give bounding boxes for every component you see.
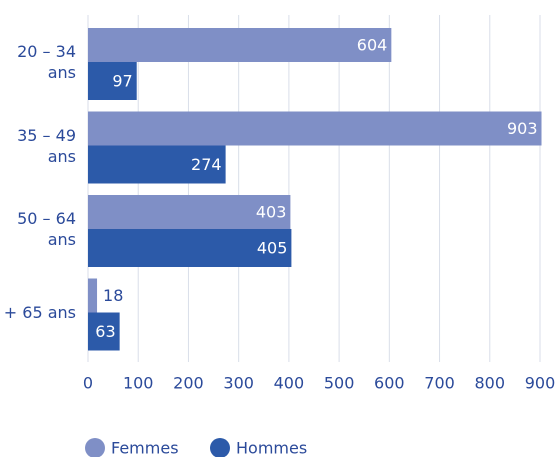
bar [88,28,392,62]
x-tick-label: 500 [324,374,355,393]
x-tick-label: 800 [475,374,506,393]
category-label: + 65 ans [3,303,76,322]
x-tick-label: 200 [173,374,204,393]
category-label: 50 – 64 ans [17,209,76,249]
x-tick-label: 300 [223,374,254,393]
bar [88,62,137,100]
category-label: 35 – 49 ans [17,125,76,166]
value-label: 604 [357,36,388,55]
legend-marker [85,438,105,457]
category-label: 20 – 34 ans [17,42,76,82]
category-label-text: 50 – 64 ans [17,209,76,249]
bar [88,195,291,229]
category-label-text: + 65 ans [3,303,76,322]
x-tick-label: 400 [274,374,305,393]
bar [88,145,226,184]
legend-label: Hommes [236,439,307,457]
bar [88,312,120,351]
value-label: 63 [95,322,115,341]
value-label: 18 [103,286,123,305]
bar [88,278,98,313]
x-tick-label: 100 [123,374,154,393]
category-label-text: 20 – 34 ans [17,42,76,82]
x-tick-label: 700 [424,374,455,393]
x-tick-label: 900 [525,374,556,393]
legend-marker [210,438,230,457]
value-label: 97 [112,72,132,91]
value-label: 274 [191,155,222,174]
category-label-text: 35 – 49 ans [17,125,76,166]
legend-label: Femmes [111,439,179,457]
value-label: 403 [256,203,287,222]
x-tick-label: 600 [374,374,405,393]
bar [88,111,542,146]
value-label: 405 [257,239,288,258]
x-tick-label: 0 [83,374,93,393]
value-label: 903 [507,119,538,138]
bar [88,229,292,267]
